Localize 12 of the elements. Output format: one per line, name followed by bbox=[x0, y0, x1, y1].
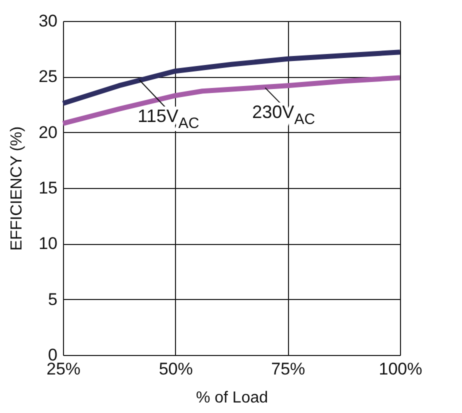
y-tick-label: 20 bbox=[38, 122, 58, 142]
y-axis-title: EFFICIENCY (%) bbox=[8, 126, 26, 251]
x-tick-label: 75% bbox=[271, 360, 306, 378]
x-axis-title: % of Load bbox=[196, 390, 268, 406]
y-tick-label: 10 bbox=[38, 234, 58, 254]
x-tick-label: 100% bbox=[378, 360, 422, 378]
y-tick-label: 25 bbox=[38, 67, 58, 86]
x-tick-label: 50% bbox=[158, 360, 193, 378]
y-tick-label: 5 bbox=[48, 290, 58, 309]
y-tick-label: 15 bbox=[38, 178, 58, 198]
x-tick-label: 25% bbox=[46, 360, 81, 378]
y-tick-label: 30 bbox=[38, 12, 58, 30]
